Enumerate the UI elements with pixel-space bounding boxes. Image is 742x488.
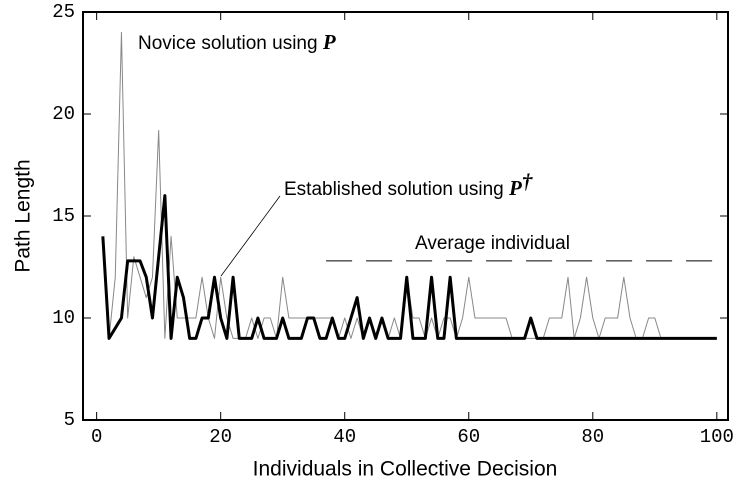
line-series bbox=[101, 194, 717, 340]
annotation-text: Established solution using bbox=[284, 179, 504, 200]
y-tick-label: 15 bbox=[52, 205, 75, 227]
plot-frame bbox=[82, 11, 729, 421]
annotation-text: Average individual bbox=[415, 233, 570, 254]
annotation: Average individual bbox=[415, 233, 570, 254]
x-tick-label: 0 bbox=[91, 426, 102, 448]
annotation: Novice solution using P bbox=[138, 30, 336, 54]
x-tick-label: 40 bbox=[333, 426, 356, 448]
y-tick-label: 10 bbox=[52, 307, 75, 329]
x-tick-label: 80 bbox=[581, 426, 604, 448]
x-axis-title: Individuals in Collective Decision bbox=[253, 458, 558, 481]
y-tick-label: 20 bbox=[52, 103, 75, 125]
x-tick-label: 60 bbox=[457, 426, 480, 448]
y-axis-title: Path Length bbox=[12, 159, 35, 272]
annotation-symbol: P bbox=[322, 30, 336, 54]
y-tick-label: 25 bbox=[52, 1, 75, 23]
annotation-sup: † bbox=[522, 169, 533, 193]
annotation-symbol: P bbox=[508, 176, 522, 200]
y-tick-label: 5 bbox=[64, 409, 75, 431]
annotation: Established solution using P† bbox=[284, 169, 533, 200]
pointer-line bbox=[220, 195, 281, 277]
x-tick-label: 100 bbox=[700, 426, 734, 448]
x-tick-label: 20 bbox=[209, 426, 232, 448]
annotation-text: Novice solution using bbox=[138, 33, 318, 54]
